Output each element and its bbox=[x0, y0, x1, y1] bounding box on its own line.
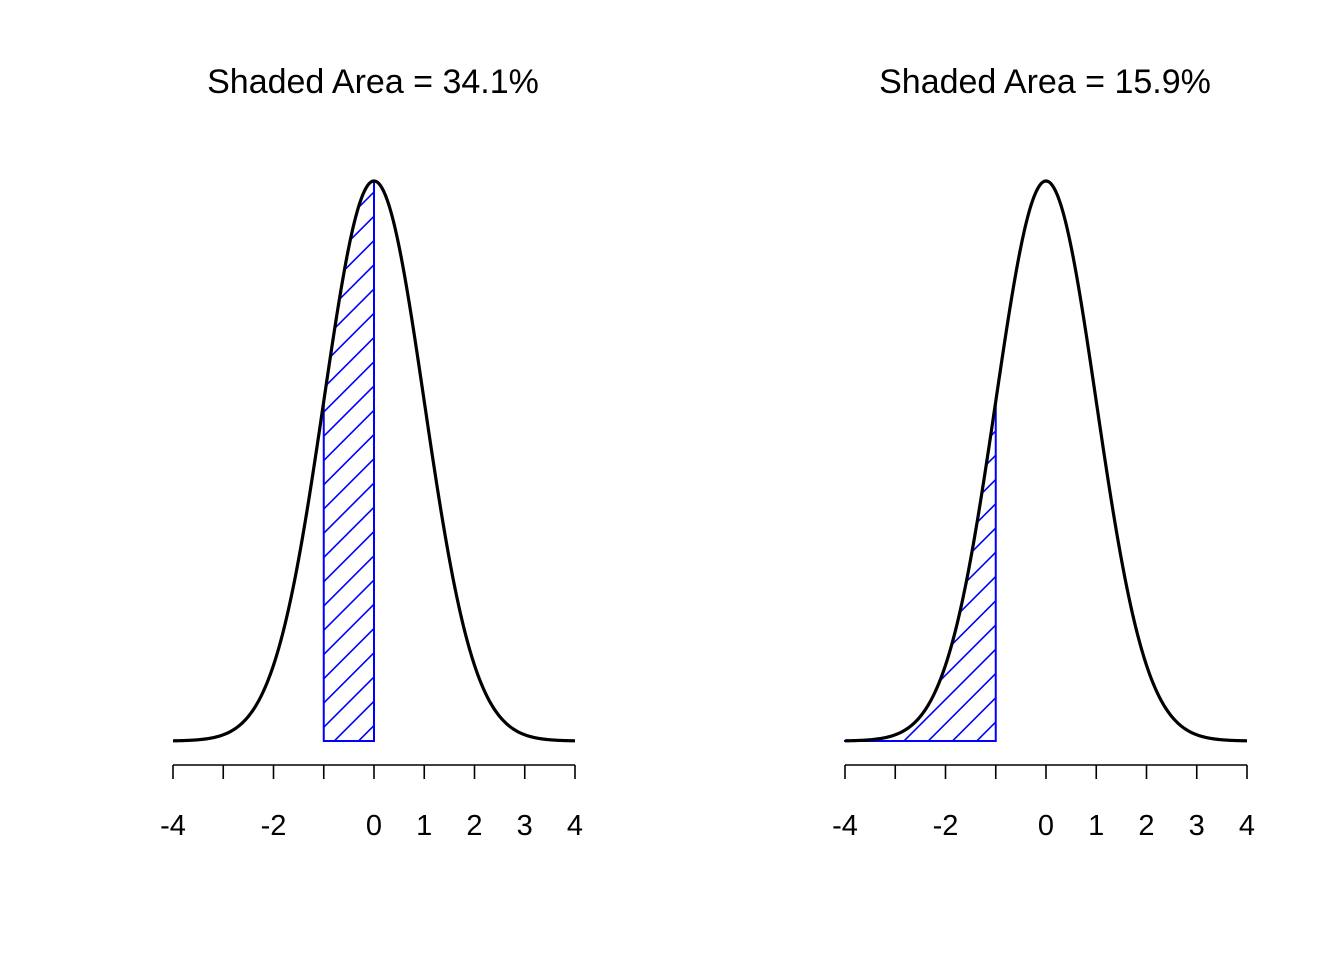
hatch-line bbox=[323, 399, 374, 472]
x-tick-label: 2 bbox=[466, 810, 482, 842]
hatch-line bbox=[323, 569, 374, 641]
x-tick-label: 2 bbox=[1138, 810, 1154, 842]
x-tick-label: 0 bbox=[366, 810, 382, 842]
hatch-line bbox=[323, 472, 374, 544]
hatch-line bbox=[323, 642, 374, 714]
panel-left-density-curve bbox=[172, 179, 576, 743]
hatch-line bbox=[323, 423, 374, 496]
hatch-line bbox=[845, 687, 996, 741]
x-tick-label: -2 bbox=[261, 810, 287, 842]
hatch-line bbox=[323, 666, 374, 738]
hatch-line bbox=[323, 448, 374, 520]
hatch-line bbox=[845, 638, 996, 741]
hatch-line bbox=[323, 714, 374, 741]
hatch-line bbox=[323, 617, 374, 690]
panel-left-title: Shaded Area = 34.1% bbox=[207, 63, 539, 101]
panel-right-density-curve bbox=[844, 179, 1248, 743]
hatch-line bbox=[323, 593, 374, 666]
hatch-line bbox=[323, 351, 374, 423]
x-tick-label: 3 bbox=[517, 810, 533, 842]
hatch-line bbox=[323, 545, 374, 617]
hatch-line bbox=[845, 662, 996, 741]
x-tick-label: -4 bbox=[832, 810, 858, 842]
x-tick-label: 3 bbox=[1189, 810, 1205, 842]
x-tick-label: 1 bbox=[416, 810, 432, 842]
x-tick-label: 4 bbox=[1239, 810, 1255, 842]
hatch-line bbox=[323, 690, 374, 741]
x-tick-label: -2 bbox=[933, 810, 959, 842]
hatch-line bbox=[323, 496, 374, 569]
hatch-line bbox=[323, 520, 374, 593]
x-tick-label: 4 bbox=[567, 810, 583, 842]
x-tick-label: 1 bbox=[1088, 810, 1104, 842]
x-tick-label: 0 bbox=[1038, 810, 1054, 842]
x-tick-label: -4 bbox=[160, 810, 186, 842]
hatch-line bbox=[323, 375, 374, 447]
panel-right-title: Shaded Area = 15.9% bbox=[879, 63, 1211, 101]
